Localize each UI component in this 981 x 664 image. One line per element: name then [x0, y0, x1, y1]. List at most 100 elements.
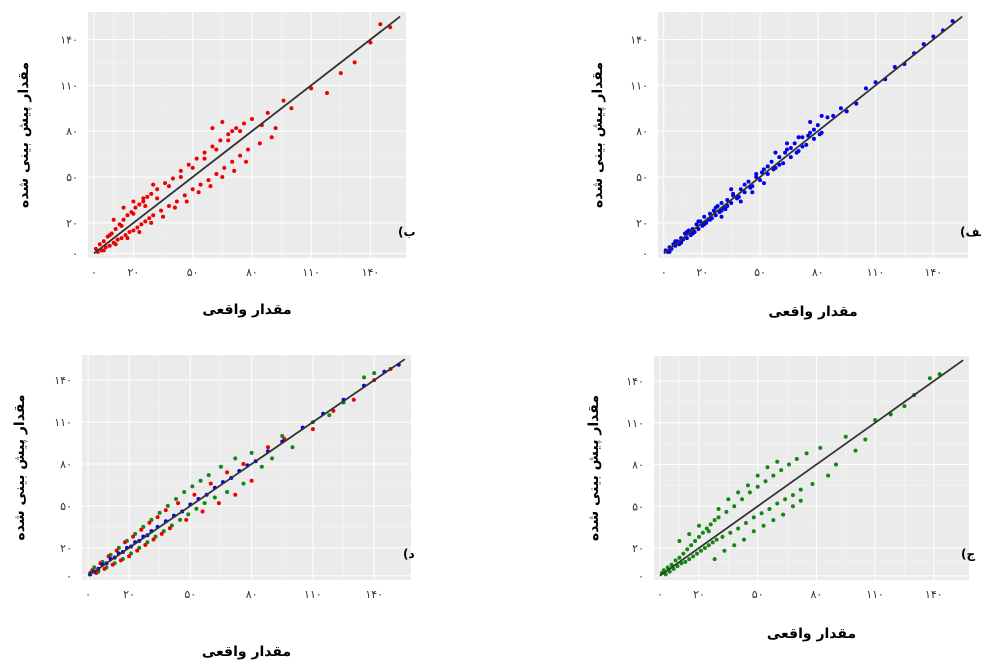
data-point — [184, 199, 189, 204]
data-point — [372, 371, 377, 376]
data-point — [97, 242, 102, 247]
data-point — [863, 86, 868, 91]
data-point — [706, 529, 711, 534]
data-point — [147, 520, 152, 525]
data-point — [102, 566, 107, 571]
data-point — [788, 155, 793, 160]
data-point — [713, 205, 718, 210]
data-point — [225, 489, 230, 494]
data-point — [818, 445, 823, 450]
data-point — [198, 478, 203, 483]
data-point — [163, 508, 168, 513]
data-point — [174, 199, 179, 204]
data-point — [280, 434, 285, 439]
data-point — [378, 22, 383, 27]
data-point — [362, 375, 366, 380]
data-point — [755, 484, 760, 489]
data-point — [137, 230, 142, 235]
data-point — [166, 184, 171, 189]
data-point — [790, 493, 795, 498]
data-point — [792, 141, 797, 146]
data-point — [149, 191, 154, 196]
data-point — [790, 504, 795, 509]
fit-line — [93, 15, 401, 255]
data-point — [269, 135, 274, 140]
data-point — [259, 464, 264, 469]
data-point — [781, 161, 786, 166]
y-tick-label: ۰ — [66, 570, 72, 583]
data-point — [233, 456, 238, 461]
data-point — [220, 120, 225, 125]
data-point — [687, 557, 692, 562]
data-point — [265, 110, 270, 115]
data-point — [759, 511, 764, 516]
x-tick-label: ۱۴۰ — [924, 266, 942, 279]
data-point — [706, 543, 711, 548]
data-point — [127, 230, 132, 235]
data-point — [702, 546, 707, 550]
data-point — [725, 204, 730, 209]
data-point — [746, 179, 751, 184]
data-point — [178, 517, 183, 522]
data-point — [844, 109, 849, 114]
data-point — [800, 135, 805, 140]
data-point — [708, 522, 713, 527]
data-point — [725, 197, 730, 202]
data-point — [787, 462, 791, 467]
data-point — [921, 42, 926, 47]
data-point — [755, 473, 760, 478]
data-point — [206, 178, 211, 183]
data-point — [159, 531, 164, 536]
x-tick-label: ۱۱۰ — [304, 588, 322, 601]
data-point — [166, 204, 171, 209]
data-point — [707, 211, 712, 216]
data-point — [719, 214, 724, 219]
data-point — [331, 408, 336, 413]
data-point — [290, 445, 295, 450]
data-point — [704, 526, 709, 531]
data-point — [696, 219, 701, 224]
data-point — [257, 141, 262, 146]
data-point — [722, 548, 727, 553]
data-point — [720, 534, 725, 539]
data-point — [694, 222, 699, 227]
chart-panel-0: ۰ ۲۰ ۵۰ ۸۰ ۱۱۰ ۱۴۰ ۰ ۲۰ ۵۰ ۸۰ ۱۱۰ ۱۴۰ الف) مقدار واقع… — [590, 12, 981, 320]
data-point — [714, 537, 719, 542]
data-point — [748, 185, 753, 190]
data-point — [777, 162, 782, 167]
data-point — [161, 214, 166, 219]
data-point — [808, 120, 813, 125]
data-point — [139, 222, 144, 227]
data-point — [783, 150, 788, 155]
x-tick-label: ۱۱۰ — [866, 588, 884, 601]
data-point — [176, 501, 181, 506]
chart-panel-2: ۰ ۲۰ ۵۰ ۸۰ ۱۱۰ ۱۴۰ ۰ ۲۰ ۵۰ ۸۰ ۱۱۰ ۱۴۰ ج) مقدار واقعی م… — [586, 356, 975, 642]
y-axis-title: مقدار پیش بینی شده — [586, 395, 602, 541]
data-point — [788, 145, 793, 150]
data-point — [200, 509, 205, 514]
data-point — [216, 501, 221, 506]
data-point — [775, 459, 780, 464]
data-point — [244, 159, 249, 164]
panel-label: د) — [403, 547, 415, 561]
data-point — [769, 159, 774, 164]
x-tick-label: ۵۰ — [184, 588, 196, 601]
data-point — [249, 116, 254, 121]
data-point — [759, 170, 764, 175]
x-tick-label: ۵۰ — [187, 266, 199, 279]
data-point — [338, 71, 343, 76]
x-tick-label: ۱۴۰ — [925, 588, 943, 601]
data-point — [230, 159, 235, 164]
data-point — [131, 211, 136, 216]
data-point — [750, 190, 755, 195]
data-point — [804, 451, 809, 456]
data-point — [873, 80, 878, 85]
data-point — [233, 492, 238, 497]
data-point — [825, 115, 830, 120]
data-point — [159, 208, 164, 213]
y-tick-label: ۰ — [642, 247, 648, 260]
data-point — [125, 236, 130, 241]
data-point — [178, 168, 183, 173]
data-point — [107, 243, 112, 248]
y-tick-label: ۱۱۰ — [626, 417, 644, 430]
